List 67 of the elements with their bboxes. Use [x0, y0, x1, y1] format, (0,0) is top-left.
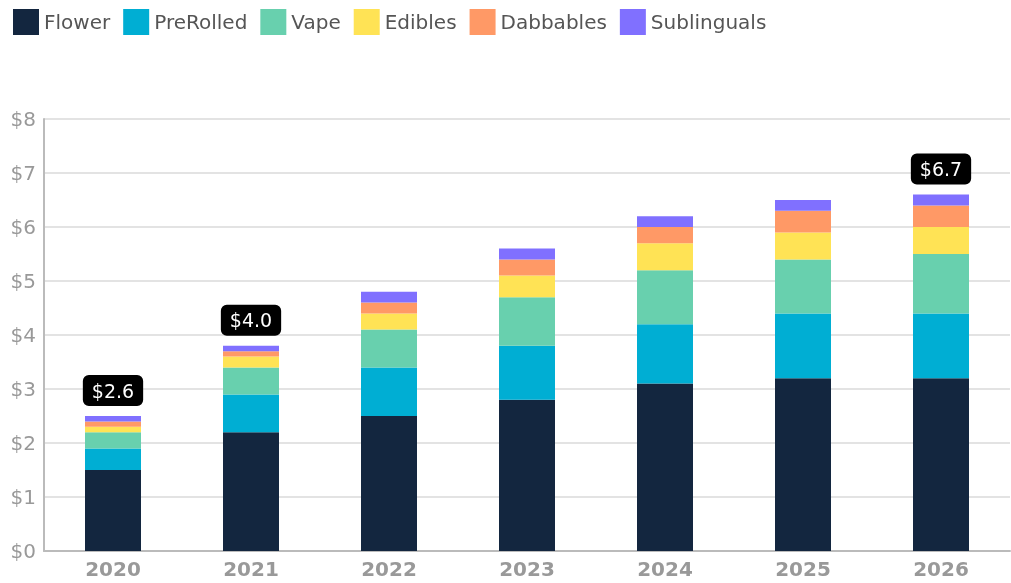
bar — [223, 356, 279, 368]
bar — [499, 248, 555, 260]
total-label: $4.0 — [229, 309, 273, 332]
x-tick-label: 2024 — [637, 557, 693, 581]
y-tick-label: $8 — [10, 107, 36, 131]
bar — [223, 345, 279, 352]
y-tick-label: $1 — [10, 485, 36, 509]
bar — [913, 313, 969, 379]
bar — [85, 432, 141, 449]
bar — [361, 291, 417, 303]
bar — [637, 383, 693, 551]
bar — [499, 399, 555, 551]
bar — [637, 216, 693, 227]
bar — [223, 367, 279, 395]
bar — [223, 432, 279, 551]
bar — [361, 367, 417, 416]
bar — [361, 329, 417, 368]
bar — [775, 313, 831, 379]
x-tick-label: 2021 — [223, 557, 279, 581]
y-tick-label: $0 — [10, 539, 36, 563]
bar — [637, 243, 693, 271]
bar — [361, 416, 417, 551]
bar — [913, 254, 969, 314]
bar — [775, 200, 831, 211]
x-tick-label: 2023 — [499, 557, 555, 581]
x-tick-label: 2026 — [913, 557, 969, 581]
legend-label: Sublinguals — [650, 10, 767, 34]
bar — [85, 426, 141, 433]
bar — [913, 194, 969, 206]
y-tick-label: $2 — [10, 431, 36, 455]
bar — [775, 259, 831, 314]
x-tick-label: 2022 — [361, 557, 417, 581]
bar — [85, 448, 141, 470]
bar — [85, 421, 141, 427]
legend-label: Flower — [44, 10, 111, 34]
bar — [499, 297, 555, 346]
bar — [637, 270, 693, 325]
bar — [775, 378, 831, 551]
bar — [913, 227, 969, 254]
bar — [775, 232, 831, 260]
x-tick-label: 2020 — [85, 557, 141, 581]
bar — [85, 470, 141, 551]
bar — [913, 205, 969, 227]
y-tick-label: $4 — [10, 323, 36, 347]
bar — [223, 394, 279, 433]
bar — [637, 324, 693, 384]
x-tick-label: 2025 — [775, 557, 831, 581]
bar — [499, 275, 555, 298]
y-tick-label: $7 — [10, 161, 36, 185]
bar — [361, 302, 417, 314]
legend-label: Vape — [291, 10, 341, 34]
y-tick-label: $5 — [10, 269, 36, 293]
bar — [775, 210, 831, 233]
bar — [223, 351, 279, 357]
legend-label: PreRolled — [154, 10, 248, 34]
legend-label: Edibles — [384, 10, 457, 34]
y-tick-label: $3 — [10, 377, 36, 401]
bar — [913, 378, 969, 551]
total-label: $2.6 — [91, 379, 135, 402]
bar — [499, 345, 555, 400]
bar — [361, 313, 417, 330]
total-label: $6.7 — [919, 158, 963, 181]
bar — [85, 416, 141, 422]
bar — [499, 259, 555, 276]
y-tick-label: $6 — [10, 215, 36, 239]
bar — [637, 227, 693, 244]
legend-label: Dabbables — [500, 10, 607, 34]
